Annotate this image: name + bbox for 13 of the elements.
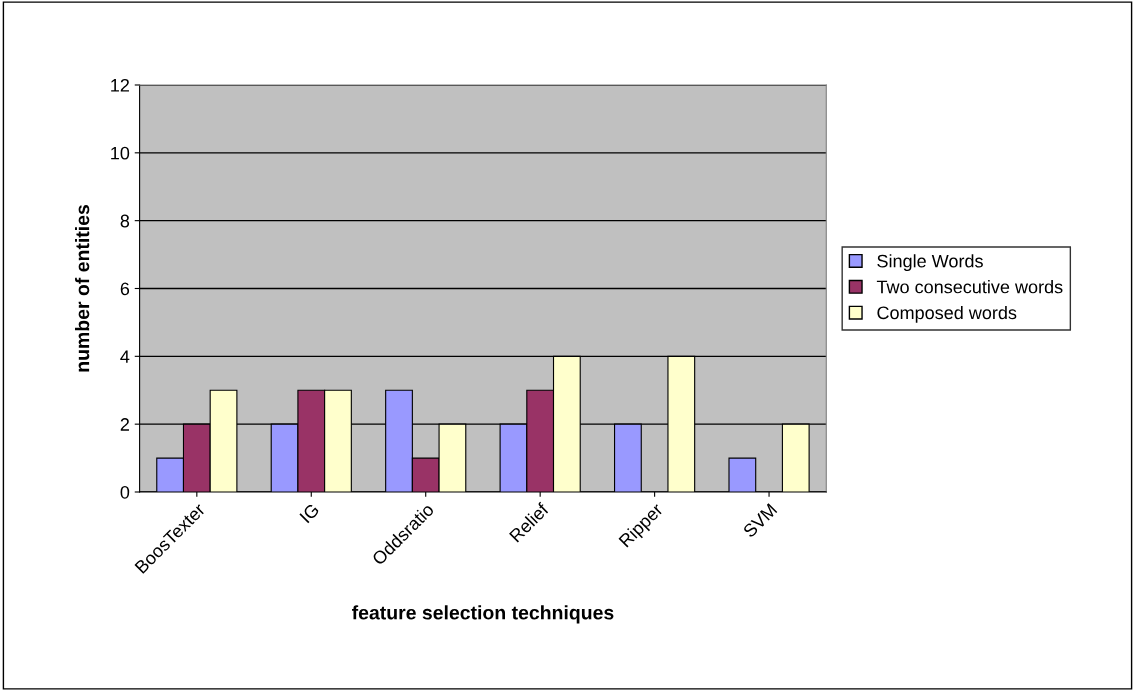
legend-label: Composed words — [877, 305, 1017, 323]
y-tick-label: 12 — [111, 78, 129, 92]
x-tick-label: IG — [299, 503, 320, 524]
y-axis-title: number of entities — [75, 205, 90, 372]
y-tick-label: 4 — [120, 350, 130, 363]
y-tick-label: 10 — [111, 146, 130, 160]
y-tick-label: 6 — [120, 282, 130, 296]
y-tick-label: 2 — [120, 418, 129, 431]
legend-label: Single Words — [877, 254, 983, 272]
y-tick-label: 0 — [120, 485, 130, 499]
legend-label: Two consecutive words — [876, 280, 1063, 294]
x-axis-title: feature selection techniques — [352, 605, 614, 624]
y-tick-label: 8 — [120, 214, 130, 228]
